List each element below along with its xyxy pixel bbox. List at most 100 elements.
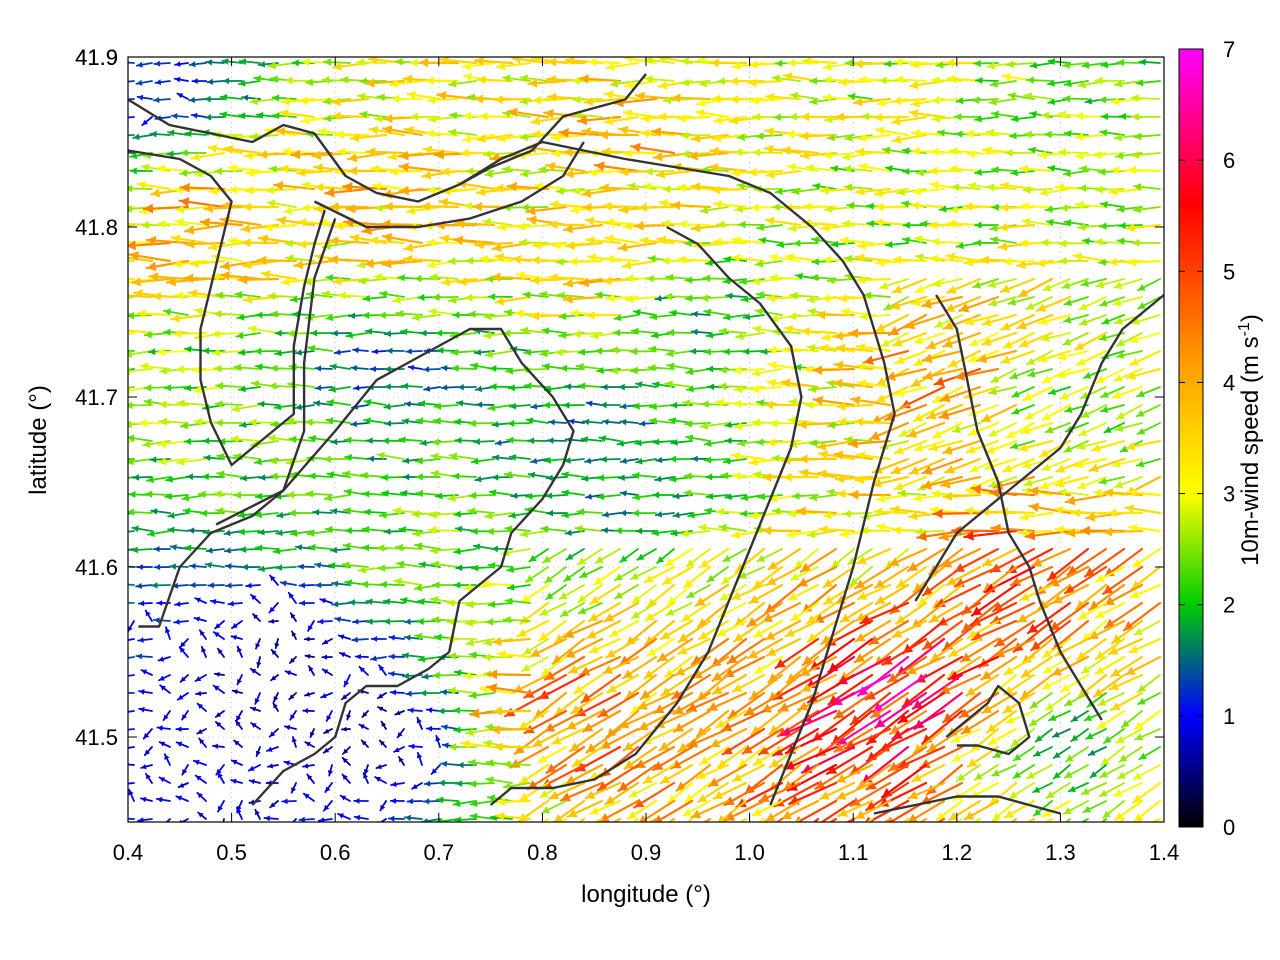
wind-vector-head	[930, 181, 939, 190]
wind-vector-head	[328, 562, 336, 570]
wind-vector-head	[437, 90, 447, 101]
wind-vector-head	[867, 220, 875, 228]
wind-vector-head	[1099, 222, 1107, 230]
wind-vector	[737, 220, 765, 229]
wind-vector	[537, 165, 567, 174]
wind-vector	[621, 259, 658, 270]
wind-vector-head	[489, 364, 497, 373]
wind-vector-head	[638, 203, 647, 213]
wind-vector-head	[681, 150, 690, 159]
wind-vector-head	[895, 75, 904, 84]
wind-vector-head	[427, 186, 436, 195]
wind-vector	[544, 566, 567, 584]
wind-vector-head	[1099, 96, 1106, 104]
wind-vector-head	[267, 199, 276, 208]
wind-vector-head	[476, 401, 483, 408]
wind-vector-head	[1095, 185, 1103, 194]
wind-vector-head	[1079, 165, 1088, 173]
wind-vector-head	[968, 181, 977, 190]
wind-vector-head	[584, 97, 594, 107]
wind-vector-head	[176, 365, 184, 374]
wind-vector-head	[600, 183, 609, 193]
wind-vector	[527, 471, 549, 479]
wind-vector-head	[762, 472, 772, 482]
wind-vector	[273, 180, 316, 191]
wind-vector	[219, 259, 262, 271]
wind-vector-head	[308, 543, 316, 552]
wind-vector	[576, 508, 603, 516]
wind-vector-head	[139, 418, 147, 428]
wind-vector-head	[200, 509, 208, 517]
wind-vector-shaft	[128, 134, 135, 137]
wind-vector-head	[248, 325, 257, 334]
wind-vector-head	[242, 94, 249, 102]
wind-vector-head	[157, 164, 166, 173]
wind-vector-head	[457, 383, 464, 391]
wind-vector-head	[631, 327, 639, 336]
wind-vector-head	[645, 167, 653, 176]
wind-vector-head	[429, 510, 438, 519]
wind-vector-head	[133, 133, 140, 141]
wind-vector	[938, 205, 963, 213]
wind-vector	[1130, 150, 1161, 159]
wind-vector-head	[229, 185, 238, 194]
wind-vector	[132, 133, 153, 141]
wind-vector-head	[404, 243, 414, 253]
wind-vector	[581, 187, 622, 199]
wind-vector-head	[401, 382, 409, 390]
wind-vector	[350, 420, 369, 428]
wind-vector-head	[854, 59, 863, 69]
wind-vector-head	[128, 401, 133, 410]
wind-vector	[330, 97, 370, 107]
wind-vector-head	[556, 258, 564, 266]
wind-vector-head	[651, 127, 662, 137]
wind-vector	[587, 57, 622, 67]
wind-vector	[179, 149, 207, 157]
wind-vector	[190, 151, 226, 162]
wind-vector	[755, 132, 783, 140]
wind-vector-head	[399, 526, 407, 534]
wind-vector-head	[597, 474, 605, 482]
wind-vector-head	[425, 76, 434, 86]
wind-vector-head	[579, 74, 589, 84]
wind-vector-head	[632, 509, 639, 517]
wind-vector	[751, 148, 783, 157]
wind-vector-head	[792, 187, 800, 196]
wind-vector	[830, 548, 855, 569]
wind-vector-head	[967, 149, 975, 158]
wind-vector-head	[118, 79, 124, 85]
wind-vector-head	[842, 152, 851, 161]
wind-vector-head	[375, 204, 383, 213]
wind-vector-head	[1059, 256, 1067, 265]
wind-vector-head	[128, 386, 131, 395]
wind-vector-head	[684, 472, 692, 480]
wind-vector	[136, 94, 153, 101]
wind-vector-head	[234, 491, 242, 499]
wind-vector-head	[667, 328, 675, 337]
wind-vector	[1027, 146, 1053, 154]
wind-vector-head	[800, 150, 810, 160]
wind-vector-head	[250, 97, 258, 106]
wind-vector	[730, 451, 766, 461]
wind-vector	[422, 145, 460, 155]
wind-vector	[837, 77, 874, 87]
wind-vector	[747, 78, 784, 88]
wind-vector-head	[120, 115, 126, 121]
wind-vector-head	[1045, 205, 1053, 213]
wind-vector-head	[157, 347, 165, 357]
wind-vector	[355, 58, 387, 67]
wind-vector	[909, 201, 946, 210]
wind-vector-head	[502, 74, 511, 83]
wind-vector-head	[570, 205, 579, 215]
wind-vector-head	[448, 79, 457, 88]
wind-vector	[257, 400, 279, 408]
wind-vector-head	[207, 78, 213, 85]
wind-vector	[241, 238, 280, 248]
wind-vector	[384, 420, 405, 427]
wind-vector-head	[936, 61, 944, 69]
wind-vector-head	[748, 78, 757, 88]
wind-vector-head	[280, 164, 289, 174]
wind-vector-head	[524, 382, 532, 390]
wind-vector	[440, 384, 459, 391]
wind-vector	[891, 133, 928, 144]
